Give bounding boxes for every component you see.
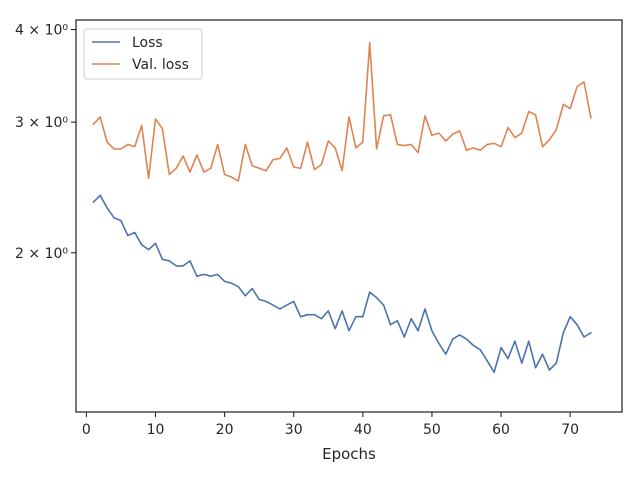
y-tick-label: 2 × 10⁰: [15, 246, 68, 262]
x-axis-title: Epochs: [322, 445, 376, 463]
x-tick-label: 70: [561, 422, 579, 438]
legend-label-loss: Loss: [132, 35, 163, 51]
legend: Loss Val. loss: [83, 28, 203, 80]
x-axis: 0 10 20 30 40 50 60 70: [82, 412, 579, 438]
x-tick-label: 20: [216, 422, 234, 438]
y-tick-label: 3 × 10⁰: [15, 115, 68, 131]
x-tick-label: 10: [147, 422, 165, 438]
legend-label-val-loss: Val. loss: [132, 57, 189, 73]
series-line-val-loss: [92, 41, 592, 182]
x-tick-label: 60: [492, 422, 510, 438]
series-layer: [92, 41, 592, 374]
plot-area: [75, 19, 623, 413]
x-tick-label: 30: [285, 422, 303, 438]
y-tick-label: 4 × 10⁰: [15, 23, 68, 39]
series-line-loss: [92, 194, 592, 374]
x-tick-label: 0: [82, 422, 91, 438]
y-axis: 2 × 10⁰ 3 × 10⁰ 4 × 10⁰: [15, 23, 76, 262]
x-tick-label: 50: [423, 422, 441, 438]
x-tick-label: 40: [354, 422, 372, 438]
